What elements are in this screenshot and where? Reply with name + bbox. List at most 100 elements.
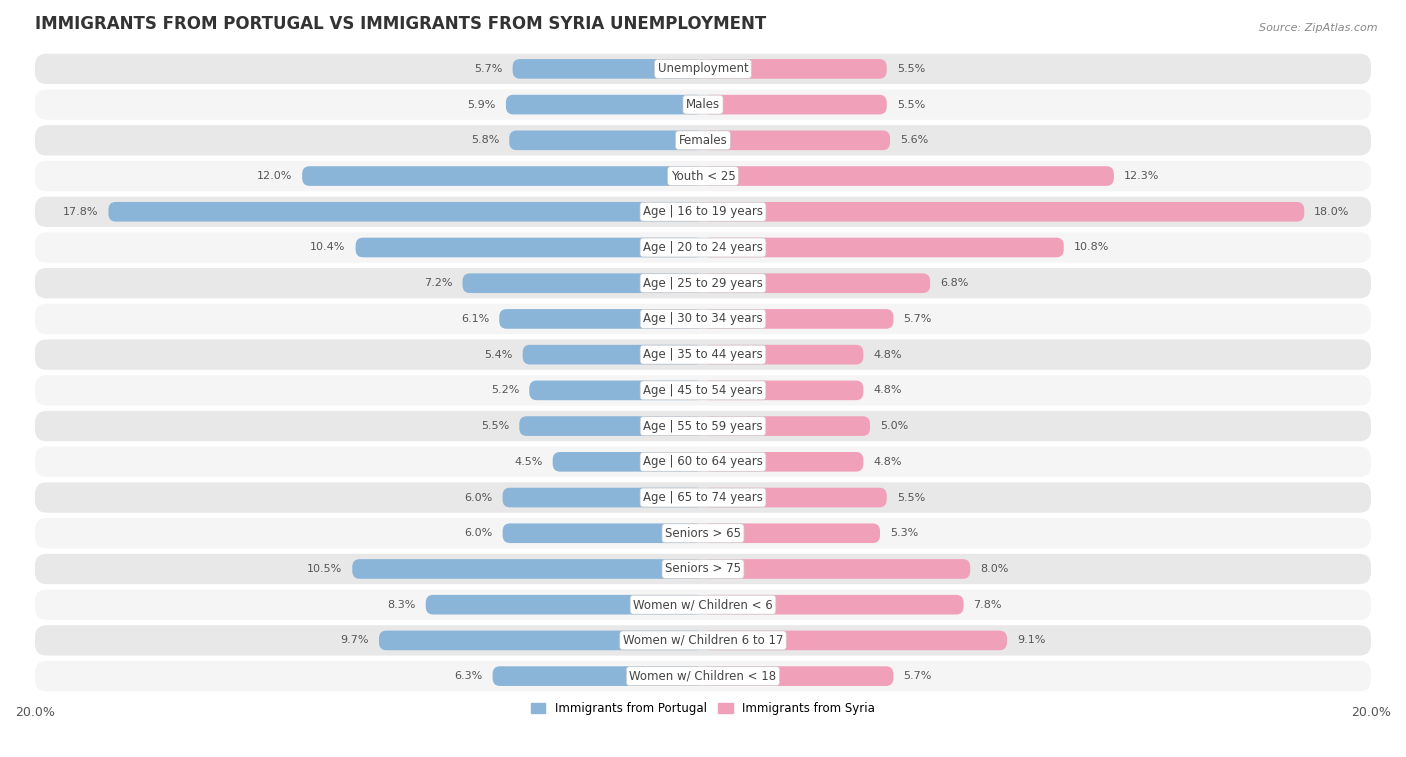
Text: 10.8%: 10.8% xyxy=(1074,242,1109,253)
FancyBboxPatch shape xyxy=(513,59,703,79)
Text: 5.2%: 5.2% xyxy=(491,385,519,395)
FancyBboxPatch shape xyxy=(703,95,887,114)
Text: IMMIGRANTS FROM PORTUGAL VS IMMIGRANTS FROM SYRIA UNEMPLOYMENT: IMMIGRANTS FROM PORTUGAL VS IMMIGRANTS F… xyxy=(35,15,766,33)
FancyBboxPatch shape xyxy=(35,590,1371,620)
Text: 6.3%: 6.3% xyxy=(454,671,482,681)
Text: 5.5%: 5.5% xyxy=(897,493,925,503)
Text: 5.7%: 5.7% xyxy=(474,64,502,74)
FancyBboxPatch shape xyxy=(703,202,1305,222)
Text: 10.4%: 10.4% xyxy=(311,242,346,253)
Text: 18.0%: 18.0% xyxy=(1315,207,1350,217)
FancyBboxPatch shape xyxy=(492,666,703,686)
Text: Source: ZipAtlas.com: Source: ZipAtlas.com xyxy=(1260,23,1378,33)
Text: 5.5%: 5.5% xyxy=(481,421,509,431)
FancyBboxPatch shape xyxy=(509,130,703,150)
Text: 5.4%: 5.4% xyxy=(484,350,513,360)
FancyBboxPatch shape xyxy=(703,238,1064,257)
FancyBboxPatch shape xyxy=(35,54,1371,84)
FancyBboxPatch shape xyxy=(703,452,863,472)
Text: 5.7%: 5.7% xyxy=(904,671,932,681)
Text: 12.0%: 12.0% xyxy=(257,171,292,181)
Text: 8.0%: 8.0% xyxy=(980,564,1008,574)
FancyBboxPatch shape xyxy=(35,232,1371,263)
FancyBboxPatch shape xyxy=(703,59,887,79)
Text: 17.8%: 17.8% xyxy=(63,207,98,217)
Text: 5.5%: 5.5% xyxy=(897,64,925,74)
Text: Age | 45 to 54 years: Age | 45 to 54 years xyxy=(643,384,763,397)
FancyBboxPatch shape xyxy=(35,125,1371,155)
FancyBboxPatch shape xyxy=(380,631,703,650)
Text: Age | 20 to 24 years: Age | 20 to 24 years xyxy=(643,241,763,254)
FancyBboxPatch shape xyxy=(35,197,1371,227)
FancyBboxPatch shape xyxy=(302,167,703,186)
FancyBboxPatch shape xyxy=(703,130,890,150)
Text: 5.7%: 5.7% xyxy=(904,314,932,324)
Text: 8.3%: 8.3% xyxy=(388,600,416,609)
Text: 4.8%: 4.8% xyxy=(873,456,901,467)
FancyBboxPatch shape xyxy=(35,447,1371,477)
FancyBboxPatch shape xyxy=(703,345,863,364)
Text: 6.8%: 6.8% xyxy=(941,279,969,288)
FancyBboxPatch shape xyxy=(35,661,1371,691)
Text: 5.0%: 5.0% xyxy=(880,421,908,431)
Text: 6.0%: 6.0% xyxy=(464,493,492,503)
FancyBboxPatch shape xyxy=(35,339,1371,370)
FancyBboxPatch shape xyxy=(356,238,703,257)
FancyBboxPatch shape xyxy=(703,559,970,579)
FancyBboxPatch shape xyxy=(703,416,870,436)
FancyBboxPatch shape xyxy=(35,268,1371,298)
FancyBboxPatch shape xyxy=(35,554,1371,584)
FancyBboxPatch shape xyxy=(35,304,1371,334)
Text: 4.8%: 4.8% xyxy=(873,350,901,360)
FancyBboxPatch shape xyxy=(703,309,893,329)
Legend: Immigrants from Portugal, Immigrants from Syria: Immigrants from Portugal, Immigrants fro… xyxy=(526,697,880,720)
FancyBboxPatch shape xyxy=(35,89,1371,120)
FancyBboxPatch shape xyxy=(519,416,703,436)
Text: 10.5%: 10.5% xyxy=(307,564,342,574)
FancyBboxPatch shape xyxy=(35,482,1371,512)
FancyBboxPatch shape xyxy=(703,523,880,543)
Text: Age | 30 to 34 years: Age | 30 to 34 years xyxy=(643,313,763,326)
Text: Women w/ Children < 6: Women w/ Children < 6 xyxy=(633,598,773,611)
Text: Age | 65 to 74 years: Age | 65 to 74 years xyxy=(643,491,763,504)
Text: 7.8%: 7.8% xyxy=(973,600,1002,609)
FancyBboxPatch shape xyxy=(703,666,893,686)
FancyBboxPatch shape xyxy=(35,411,1371,441)
Text: 5.9%: 5.9% xyxy=(468,100,496,110)
Text: Males: Males xyxy=(686,98,720,111)
Text: Youth < 25: Youth < 25 xyxy=(671,170,735,182)
Text: Age | 25 to 29 years: Age | 25 to 29 years xyxy=(643,277,763,290)
FancyBboxPatch shape xyxy=(502,488,703,507)
Text: Seniors > 75: Seniors > 75 xyxy=(665,562,741,575)
FancyBboxPatch shape xyxy=(502,523,703,543)
FancyBboxPatch shape xyxy=(426,595,703,615)
FancyBboxPatch shape xyxy=(523,345,703,364)
Text: Seniors > 65: Seniors > 65 xyxy=(665,527,741,540)
Text: Age | 35 to 44 years: Age | 35 to 44 years xyxy=(643,348,763,361)
Text: Women w/ Children 6 to 17: Women w/ Children 6 to 17 xyxy=(623,634,783,647)
FancyBboxPatch shape xyxy=(529,381,703,400)
Text: 7.2%: 7.2% xyxy=(425,279,453,288)
FancyBboxPatch shape xyxy=(463,273,703,293)
Text: 4.8%: 4.8% xyxy=(873,385,901,395)
Text: 6.0%: 6.0% xyxy=(464,528,492,538)
Text: 6.1%: 6.1% xyxy=(461,314,489,324)
FancyBboxPatch shape xyxy=(703,381,863,400)
Text: 5.8%: 5.8% xyxy=(471,136,499,145)
Text: Age | 60 to 64 years: Age | 60 to 64 years xyxy=(643,455,763,469)
Text: 4.5%: 4.5% xyxy=(515,456,543,467)
FancyBboxPatch shape xyxy=(703,273,931,293)
FancyBboxPatch shape xyxy=(703,167,1114,186)
FancyBboxPatch shape xyxy=(35,625,1371,656)
Text: Females: Females xyxy=(679,134,727,147)
Text: 5.3%: 5.3% xyxy=(890,528,918,538)
Text: Age | 55 to 59 years: Age | 55 to 59 years xyxy=(643,419,763,432)
FancyBboxPatch shape xyxy=(108,202,703,222)
Text: 5.5%: 5.5% xyxy=(897,100,925,110)
FancyBboxPatch shape xyxy=(35,375,1371,406)
Text: Unemployment: Unemployment xyxy=(658,62,748,76)
FancyBboxPatch shape xyxy=(353,559,703,579)
FancyBboxPatch shape xyxy=(506,95,703,114)
Text: Age | 16 to 19 years: Age | 16 to 19 years xyxy=(643,205,763,218)
FancyBboxPatch shape xyxy=(553,452,703,472)
